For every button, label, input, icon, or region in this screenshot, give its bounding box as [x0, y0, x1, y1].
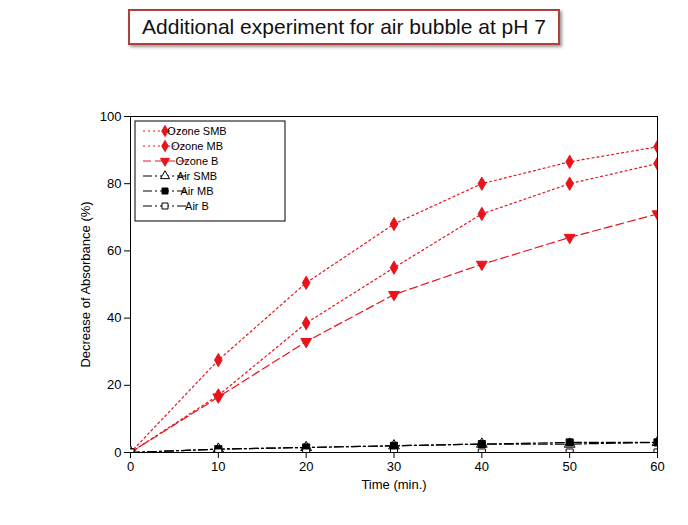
svg-text:40: 40	[107, 310, 121, 325]
svg-text:Ozone B: Ozone B	[176, 155, 219, 167]
svg-text:60: 60	[650, 459, 664, 474]
svg-text:30: 30	[387, 459, 401, 474]
svg-text:Ozone MB: Ozone MB	[171, 140, 223, 152]
html-text:Additional experiment for air: Additional experiment for air bubble at …	[142, 15, 546, 38]
svg-text:Ozone SMB: Ozone SMB	[167, 125, 226, 137]
svg-text:10: 10	[211, 459, 225, 474]
svg-text:Air SMB: Air SMB	[177, 170, 217, 182]
svg-text:Air B: Air B	[185, 200, 209, 212]
svg-text:0: 0	[114, 445, 121, 460]
svg-text:50: 50	[562, 459, 576, 474]
svg-text:20: 20	[107, 377, 121, 392]
svg-text:60: 60	[107, 243, 121, 258]
svg-text:Decrease of Absorbance (%): Decrease of Absorbance (%)	[78, 201, 93, 367]
svg-text:100: 100	[100, 109, 122, 124]
svg-text:20: 20	[299, 459, 313, 474]
svg-text:Time (min.): Time (min.)	[361, 477, 426, 492]
svg-text:40: 40	[475, 459, 489, 474]
svg-text:80: 80	[107, 176, 121, 191]
svg-text:Air MB: Air MB	[181, 185, 214, 197]
svg-text:0: 0	[127, 459, 134, 474]
